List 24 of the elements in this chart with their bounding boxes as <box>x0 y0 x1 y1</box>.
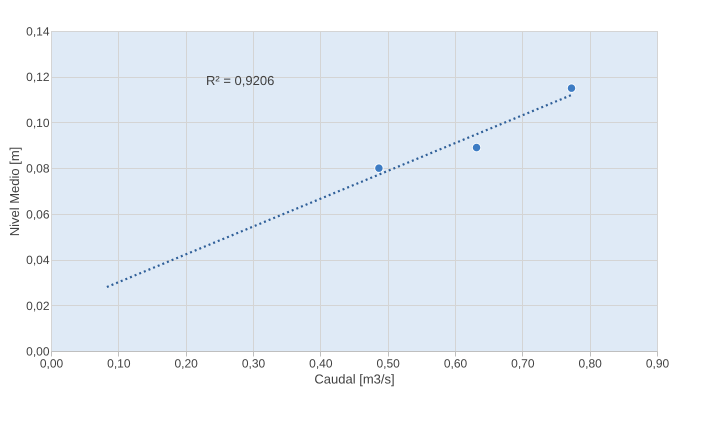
annotation: R² = 0,9206 <box>206 73 274 88</box>
y-tick-label: 0,06 <box>26 207 50 222</box>
y-tick-label: 0,00 <box>26 344 50 358</box>
point <box>374 164 384 173</box>
x-tick-label: 0,90 <box>646 356 670 370</box>
x-tick-label: 0,20 <box>174 356 198 370</box>
x-tick-label: 0,00 <box>40 356 64 370</box>
x-tick-label: 0,60 <box>444 356 468 370</box>
y-tick-label: 0,02 <box>26 298 50 313</box>
point <box>566 84 576 93</box>
x-tick-label: 0,30 <box>242 356 266 370</box>
x-tick-label: 0,70 <box>511 356 535 370</box>
y-axis-title: Nivel Medio [m] <box>7 146 22 236</box>
y-tick-label: 0,04 <box>26 253 50 268</box>
x-tick-label: 0,50 <box>376 356 400 370</box>
y-tick-label: 0,14 <box>26 24 50 38</box>
x-tick-label: 0,80 <box>578 356 602 370</box>
y-tick-label: 0,10 <box>26 116 50 130</box>
y-tick-label: 0,12 <box>26 70 50 84</box>
x-tick-label: 0,40 <box>309 356 333 370</box>
x-axis-title: Caudal [m3/s] <box>314 372 395 386</box>
y-tick-label: 0,08 <box>26 162 50 176</box>
point <box>472 142 482 152</box>
x-tick-label: 0,10 <box>107 356 131 370</box>
